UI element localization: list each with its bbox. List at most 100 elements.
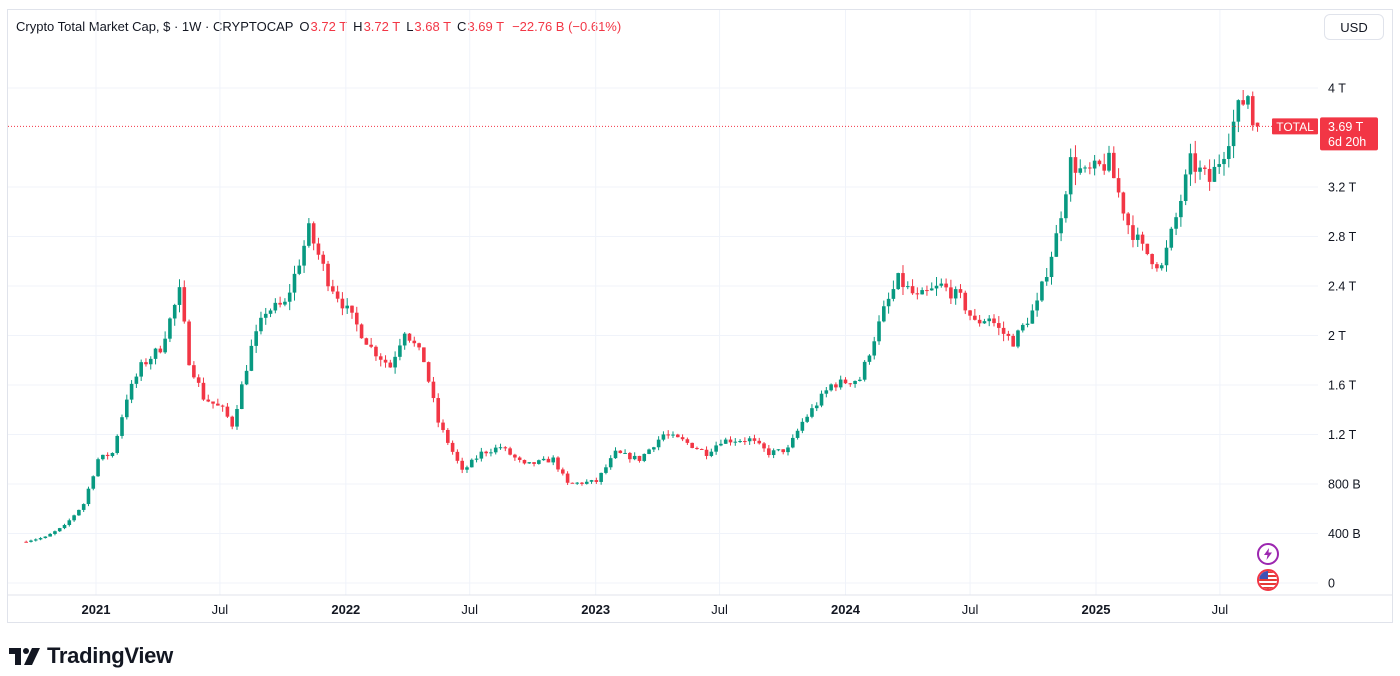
currency-button[interactable]: USD: [1324, 14, 1384, 40]
tradingview-logo[interactable]: TradingView: [9, 643, 173, 669]
candle: [53, 530, 57, 536]
candle: [1212, 159, 1217, 182]
candle: [977, 314, 982, 327]
candle: [886, 292, 891, 314]
candle: [661, 431, 666, 442]
y-tick-label: 2.4 T: [1328, 280, 1357, 294]
candle: [43, 536, 48, 539]
candle: [192, 361, 196, 379]
us-flag-icon[interactable]: [1257, 569, 1279, 591]
candle: [953, 286, 958, 305]
lightning-icon[interactable]: [1257, 543, 1279, 565]
open-value: 3.72 T: [310, 19, 348, 34]
candle: [709, 448, 714, 458]
chart-frame: [7, 9, 1393, 623]
candle: [436, 393, 441, 428]
candle: [637, 455, 642, 463]
candle: [33, 538, 38, 542]
candle: [891, 280, 896, 302]
candle: [920, 287, 924, 295]
grid-lines: [8, 10, 1318, 595]
candle: [498, 443, 503, 450]
candle: [474, 455, 479, 463]
candle: [1030, 304, 1035, 324]
candle: [872, 336, 877, 360]
chart-legend: Crypto Total Market Cap, $ · 1W · CRYPTO…: [16, 19, 621, 34]
candle: [101, 454, 105, 461]
price-tag-value: 3.69 T: [1328, 120, 1364, 134]
candle: [196, 374, 201, 387]
x-tick-label: 2025: [1082, 602, 1111, 617]
candle: [350, 305, 354, 319]
candle: [858, 376, 862, 382]
candle: [1116, 168, 1121, 198]
candle: [335, 285, 340, 303]
candle: [1207, 159, 1212, 191]
candle: [302, 240, 306, 273]
candle: [311, 221, 316, 251]
candle: [1073, 145, 1078, 186]
candle: [541, 456, 546, 461]
candle: [1164, 240, 1169, 272]
candle: [829, 383, 833, 392]
candle: [287, 284, 292, 311]
candle: [929, 282, 934, 291]
candle: [120, 414, 124, 439]
candle: [249, 339, 254, 372]
candle: [699, 448, 704, 450]
candle: [1203, 165, 1207, 175]
candle: [268, 308, 273, 318]
candle: [958, 284, 963, 299]
candle: [513, 453, 517, 461]
candle: [671, 431, 675, 438]
candle: [460, 457, 464, 474]
candle: [642, 453, 647, 463]
candle: [187, 319, 191, 366]
candle: [867, 354, 872, 365]
candle: [532, 462, 536, 467]
candle: [695, 446, 699, 450]
candle: [220, 404, 225, 412]
candle: [1198, 160, 1202, 180]
candle: [417, 342, 421, 351]
symbol-tag: [1272, 118, 1318, 135]
candle: [345, 298, 349, 314]
candle: [1016, 329, 1020, 349]
candle: [882, 300, 886, 323]
candle: [580, 481, 584, 486]
candle: [690, 442, 694, 449]
candle: [537, 459, 541, 465]
candle: [1236, 99, 1241, 133]
candle: [1246, 94, 1250, 109]
candle: [168, 317, 172, 343]
candle: [1226, 133, 1231, 168]
candle: [1020, 323, 1025, 333]
candle: [714, 441, 718, 455]
candle: [589, 479, 594, 484]
candle: [786, 444, 790, 456]
candle: [72, 514, 76, 522]
symbol-title[interactable]: Crypto Total Market Cap, $ · 1W · CRYPTO…: [16, 19, 294, 34]
candle: [1006, 330, 1011, 341]
candle: [1150, 253, 1154, 270]
candle: [230, 415, 235, 430]
candle: [1250, 91, 1255, 131]
candle: [915, 287, 920, 300]
candle: [86, 486, 91, 507]
candle: [1025, 317, 1030, 328]
candle: [508, 446, 512, 456]
candle: [383, 355, 388, 368]
candle: [426, 361, 431, 384]
candle: [24, 540, 28, 543]
candle: [307, 218, 311, 248]
candle: [125, 394, 129, 420]
candle: [551, 455, 556, 466]
candle: [321, 251, 326, 271]
candle: [767, 444, 771, 458]
y-tick-label: 0: [1328, 577, 1335, 591]
x-tick-label: 2023: [581, 602, 610, 617]
candle: [489, 448, 493, 457]
candle: [776, 449, 781, 452]
candle: [110, 452, 115, 458]
